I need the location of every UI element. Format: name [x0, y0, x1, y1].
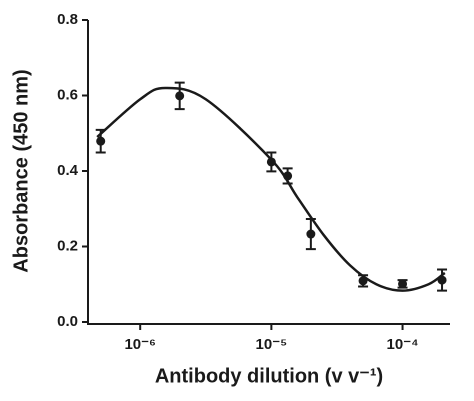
data-point: [306, 229, 316, 239]
y-tick-label: 0.4: [57, 162, 79, 179]
fit-curve: [96, 86, 446, 292]
data-point: [266, 157, 276, 167]
x-tick-label: 10⁻⁵: [256, 336, 288, 353]
x-axis-title: Antibody dilution (v v⁻¹): [155, 365, 383, 387]
data-point: [398, 279, 408, 289]
data-point: [96, 136, 106, 146]
y-tick-label: 0.8: [57, 11, 78, 28]
y-tick-label: 0.6: [57, 86, 78, 103]
data-point: [437, 275, 447, 285]
y-axis-title: Absorbance (450 nm): [10, 69, 32, 272]
y-tick-label: 0.0: [57, 313, 78, 330]
x-tick-label: 10⁻⁶: [124, 336, 156, 353]
data-point: [358, 276, 368, 286]
x-tick-label: 10⁻⁴: [387, 336, 419, 353]
y-tick-label: 0.2: [57, 237, 78, 254]
data-point: [283, 171, 293, 181]
data-point: [175, 91, 185, 101]
